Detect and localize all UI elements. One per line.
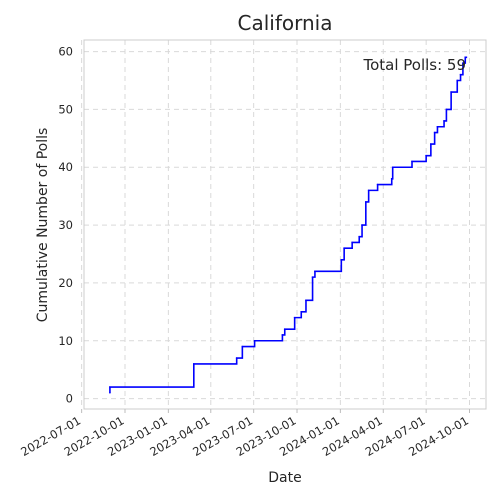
data-point [437, 126, 439, 128]
x-tick-layer: 2022-07-012022-10-012023-01-012023-04-01… [18, 409, 471, 459]
data-point [446, 109, 448, 111]
y-tick-layer: 0 10 20 30 40 50 60 [58, 45, 73, 406]
y-tick-label: 40 [58, 160, 73, 174]
data-point [254, 340, 256, 342]
data-point [443, 120, 445, 122]
data-point [377, 184, 379, 186]
data-point [368, 190, 370, 192]
data-point [351, 242, 353, 244]
y-tick-label: 30 [58, 218, 73, 232]
data-point [300, 311, 302, 313]
data-point [294, 317, 296, 319]
x-axis-label: Date [268, 470, 301, 486]
data-point [358, 236, 360, 238]
data-point [312, 276, 314, 278]
y-tick-label: 10 [58, 334, 73, 348]
data-point [365, 201, 367, 203]
y-tick-label: 50 [58, 102, 73, 116]
data-point [456, 80, 458, 82]
data-point [305, 299, 307, 301]
data-point [236, 357, 238, 359]
data-point [434, 132, 436, 134]
data-point [284, 328, 286, 330]
total-polls-annotation: Total Polls: 59 [362, 56, 466, 74]
data-point [411, 161, 413, 163]
series-layer [109, 57, 467, 394]
y-tick-label: 60 [58, 45, 73, 59]
data-point [343, 247, 345, 249]
data-point [391, 178, 393, 180]
data-point [425, 155, 427, 157]
chart-title: California [238, 11, 333, 35]
grid-layer [82, 40, 486, 409]
y-axis-label: Cumulative Number of Polls [35, 128, 51, 323]
y-tick-label: 20 [58, 276, 73, 290]
y-tick-label: 0 [66, 392, 73, 406]
data-point [242, 346, 244, 348]
data-point [282, 334, 284, 336]
data-point [109, 392, 111, 394]
data-point [450, 91, 452, 93]
data-point [109, 386, 111, 388]
data-point [361, 224, 363, 226]
data-point [430, 143, 432, 145]
data-point [314, 271, 316, 273]
data-point [341, 259, 343, 261]
data-point [460, 74, 462, 76]
series-line [110, 57, 467, 392]
data-point [193, 363, 195, 365]
data-point [392, 166, 394, 168]
